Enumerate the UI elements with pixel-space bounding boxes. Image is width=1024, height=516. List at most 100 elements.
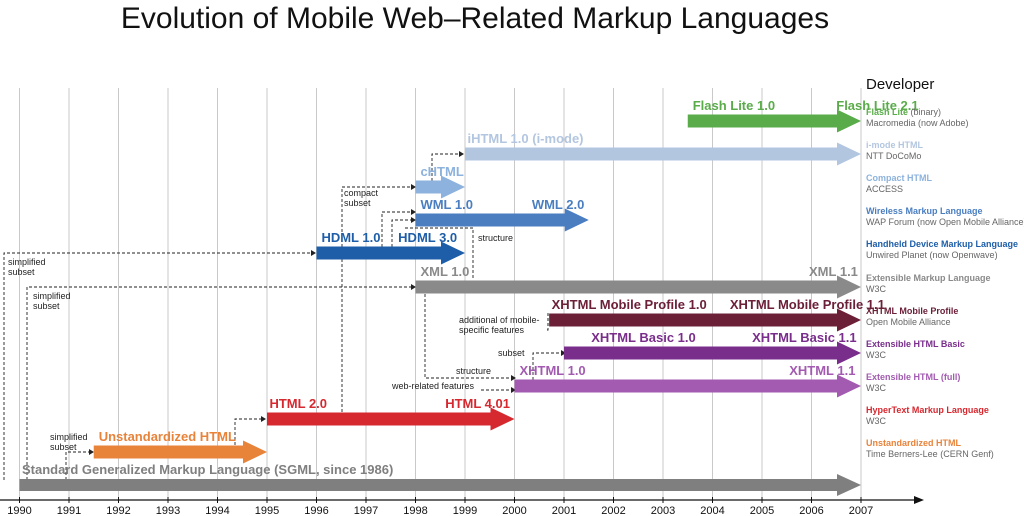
connector-line <box>391 219 412 247</box>
wml-developer-org: WAP Forum (now Open Mobile Alliance) <box>866 217 1024 227</box>
wml-developer-name: Wireless Markup Language <box>866 206 982 216</box>
version-labels: Flash Lite 1.0 Flash Lite 2.1 iHTML 1.0 (i… <box>22 98 919 477</box>
year-label: 1996 <box>304 505 328 516</box>
time-axis: 1990 1991 1992 1993 1994 1995 1996 1997 1998 1999… <box>0 496 924 516</box>
xhtml-mp-version-label: XHTML Mobile Profile 1.1 <box>730 297 885 312</box>
structure-hdml-note: structure <box>478 233 513 243</box>
connector-line <box>3 252 312 480</box>
connector-line <box>65 451 90 480</box>
ihtml-developer-org: NTT DoCoMo <box>866 151 921 161</box>
simplified-subset-hdml-note: simplified <box>8 257 46 267</box>
connector-arrowhead <box>459 151 464 157</box>
xml-arrow <box>415 275 861 299</box>
xhtml-mp-arrow <box>549 308 861 332</box>
flash-lite-developer-org: Macromedia (now Adobe) <box>866 118 969 128</box>
xml-developer-org: W3C <box>866 284 887 294</box>
ihtml-arrow <box>465 142 861 166</box>
year-label: 1998 <box>403 505 427 516</box>
chtml-developer-org: ACCESS <box>866 184 903 194</box>
developer-name-text: i-mode HTML <box>866 140 923 150</box>
structure-xhtml-note: structure <box>456 366 491 376</box>
simplified-subset-xml-note: simplified <box>33 291 71 301</box>
additional-mobile-note: specific features <box>459 325 525 335</box>
developer-name-text: HyperText Markup Language <box>866 405 989 415</box>
sgml-arrow <box>19 474 861 496</box>
flash-lite-developer-name: Flash Lite (binary) <box>866 107 941 117</box>
flash-lite-version-label: Flash Lite 1.0 <box>693 98 775 113</box>
html-arrow <box>267 407 515 431</box>
year-label: 2003 <box>651 505 675 516</box>
connector-arrowhead <box>411 284 416 290</box>
xml-developer-name: Extensible Markup Language <box>866 273 991 283</box>
xhtml-basic-developer-org: W3C <box>866 350 887 360</box>
html-developer-name: HyperText Markup Language <box>866 405 989 415</box>
year-label: 2004 <box>700 505 724 516</box>
connector-arrowhead <box>511 375 516 381</box>
year-label: 2006 <box>799 505 823 516</box>
year-label: 1990 <box>7 505 31 516</box>
wml-version-label: WML 2.0 <box>532 197 585 212</box>
simplified-subset-xml-note: subset <box>33 301 60 311</box>
connector-arrowhead <box>411 184 416 190</box>
html-version-label: HTML 4.01 <box>445 396 510 411</box>
axis-arrowhead <box>914 496 924 504</box>
connector-line <box>381 211 412 247</box>
annotation-notes: compactsubsetsimplifiedsubsetsimplifieds… <box>8 188 540 452</box>
developer-name-text: Compact HTML <box>866 173 932 183</box>
developer-name-text: Extensible HTML (full) <box>866 372 960 382</box>
unstd-html-arrow <box>93 440 267 464</box>
connector-line <box>431 153 460 181</box>
dependency-connectors <box>3 151 566 480</box>
simplified-subset-unstd-note: simplified <box>50 432 88 442</box>
connector-arrowhead <box>311 250 316 256</box>
developer-suffix: (binary) <box>908 107 941 117</box>
language-arrows <box>19 109 861 496</box>
developer-heading: Developer <box>866 76 935 93</box>
ihtml-version-label: iHTML 1.0 (i-mode) <box>467 131 583 146</box>
connector-line <box>341 186 412 412</box>
year-label: 2000 <box>502 505 526 516</box>
hdml-arrow <box>316 241 465 265</box>
hdml-developer-org: Unwired Planet (now Openwave) <box>866 250 998 260</box>
flash-lite-arrow <box>687 109 861 133</box>
connector-arrowhead <box>411 209 416 215</box>
flash-lite-version-label: Flash Lite 2.1 <box>836 98 918 113</box>
unstd-html-developer-org: Time Berners-Lee (CERN Genf) <box>866 449 994 459</box>
xml-version-label: XML 1.0 <box>420 264 469 279</box>
chtml-developer-name: Compact HTML <box>866 173 932 183</box>
wml-arrow <box>415 208 589 232</box>
year-label: 2001 <box>552 505 576 516</box>
diagram-title: Evolution of Mobile Web–Related Markup L… <box>120 2 830 35</box>
connector-line <box>545 313 549 331</box>
simplified-subset-unstd-note: subset <box>50 442 77 452</box>
sgml-version-label: Standard Generalized Markup Language (SG… <box>22 462 393 477</box>
xhtml-version-label: XHTML 1.0 <box>519 363 585 378</box>
xhtml-basic-version-label: XHTML Basic 1.0 <box>591 330 696 345</box>
connector-line <box>532 352 562 380</box>
connector-line <box>234 418 262 445</box>
developer-name-text: Extensible Markup Language <box>866 273 991 283</box>
year-label: 2005 <box>750 505 774 516</box>
html-version-label: HTML 2.0 <box>269 396 327 411</box>
year-label: 1999 <box>453 505 477 516</box>
year-label: 1997 <box>354 505 378 516</box>
developer-name-text: Unstandardized HTML <box>866 438 962 448</box>
unstd-html-version-label: Unstandardized HTML <box>99 429 236 444</box>
connector-line <box>405 227 474 278</box>
developer-name-text: Wireless Markup Language <box>866 206 982 216</box>
chtml-arrow <box>415 175 465 199</box>
xhtml-developer-name: Extensible HTML (full) <box>866 372 960 382</box>
hdml-version-label: HDML 1.0 <box>321 230 380 245</box>
subset-basic-note: subset <box>498 348 525 358</box>
xhtml-mp-developer-name: XHTML Mobile Profile <box>866 306 958 316</box>
html-developer-org: W3C <box>866 416 887 426</box>
xhtml-basic-version-label: XHTML Basic 1.1 <box>752 330 857 345</box>
xhtml-mp-version-label: XHTML Mobile Profile 1.0 <box>552 297 707 312</box>
developer-list: Flash Lite (binary)Macromedia (now Adobe… <box>866 107 1024 459</box>
ihtml-developer-name: i-mode HTML <box>866 140 923 150</box>
developer-name-text: XHTML Mobile Profile <box>866 306 958 316</box>
connector-arrowhead <box>261 416 266 422</box>
hdml-version-label: HDML 3.0 <box>398 230 457 245</box>
